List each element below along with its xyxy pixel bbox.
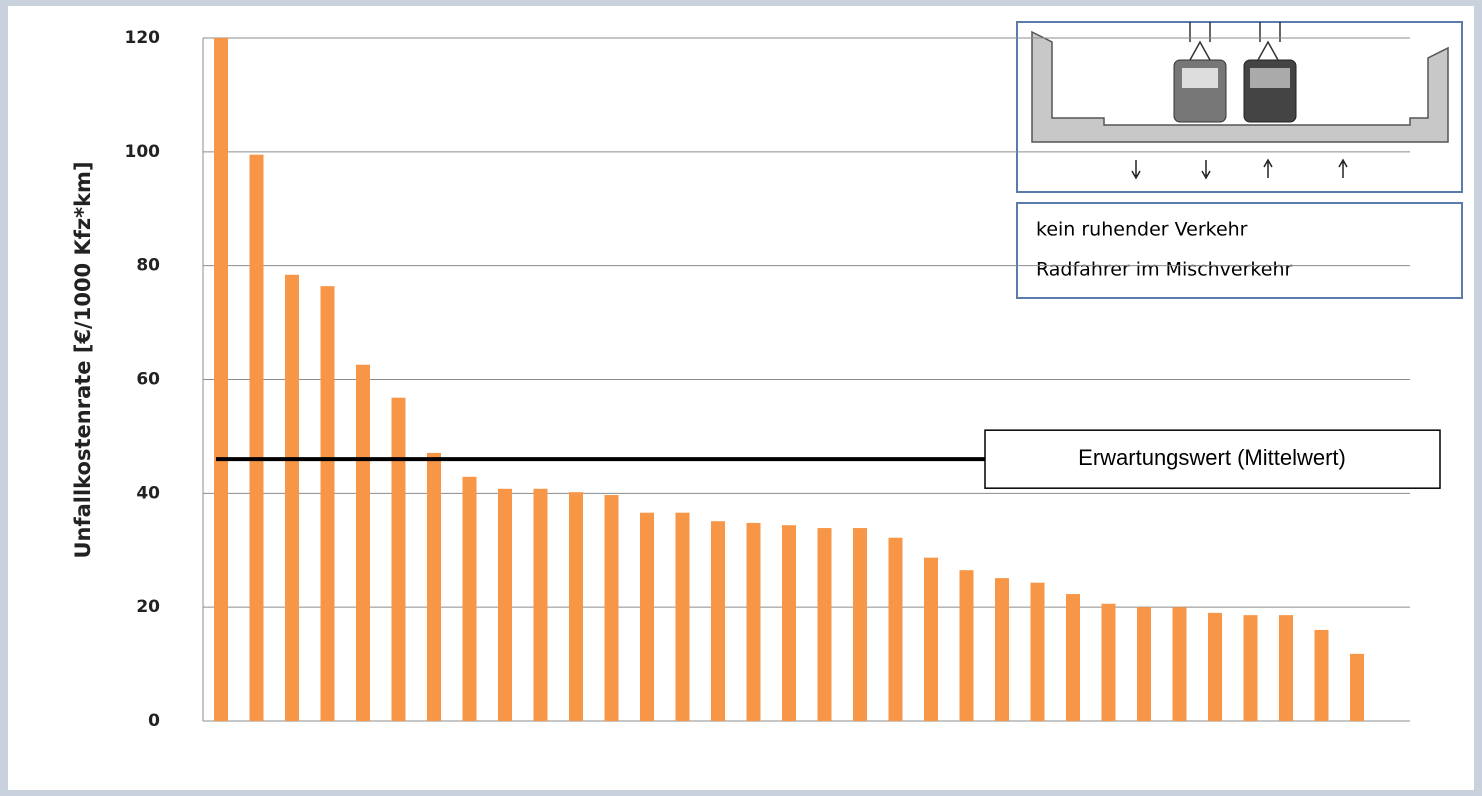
bar [391, 397, 406, 721]
mean-label-box [984, 429, 1441, 489]
bar [995, 578, 1009, 721]
y-tick-label: 40 [136, 483, 160, 503]
bar [427, 452, 441, 721]
bar [1208, 612, 1222, 721]
bar [817, 528, 832, 721]
y-tick-label: 20 [136, 597, 160, 617]
bar [1172, 607, 1187, 721]
bar [1066, 594, 1080, 721]
bar [462, 476, 477, 721]
y-tick-label: 60 [136, 370, 160, 390]
bar [924, 557, 938, 721]
bar [1350, 653, 1364, 721]
bar [746, 522, 761, 721]
annotation: Radfahrer im Mischverkehr [1036, 259, 1292, 281]
bar [853, 528, 867, 721]
bar [285, 274, 299, 721]
bar [1137, 607, 1151, 721]
annotation: kein ruhender Verkehr [1036, 219, 1248, 241]
bar [498, 488, 512, 721]
cross-section-inset [1016, 21, 1463, 299]
bar [1101, 603, 1116, 721]
bar [569, 492, 583, 721]
bar [320, 286, 335, 721]
bar [356, 364, 370, 721]
bar [1279, 615, 1293, 721]
bar [249, 154, 264, 721]
bar [675, 512, 690, 721]
bar [888, 537, 903, 721]
bar [782, 525, 796, 721]
y-tick-label: 120 [125, 28, 161, 48]
bar [604, 495, 619, 721]
bar [1314, 629, 1329, 721]
y-tick-label: 80 [136, 256, 160, 276]
bar [533, 488, 548, 721]
bar [1243, 615, 1258, 721]
bar [1030, 582, 1045, 721]
bar [214, 38, 228, 721]
y-tick-label: 0 [148, 711, 160, 731]
bar [711, 521, 725, 721]
y-tick-label: 100 [125, 142, 161, 162]
mean-label: Erwartungswert (Mittelwert) [1078, 445, 1346, 470]
y-axis-label: Unfallkostenrate [€/1000 Kfz*km] [71, 161, 95, 558]
bar [640, 512, 654, 721]
bar [959, 570, 974, 721]
